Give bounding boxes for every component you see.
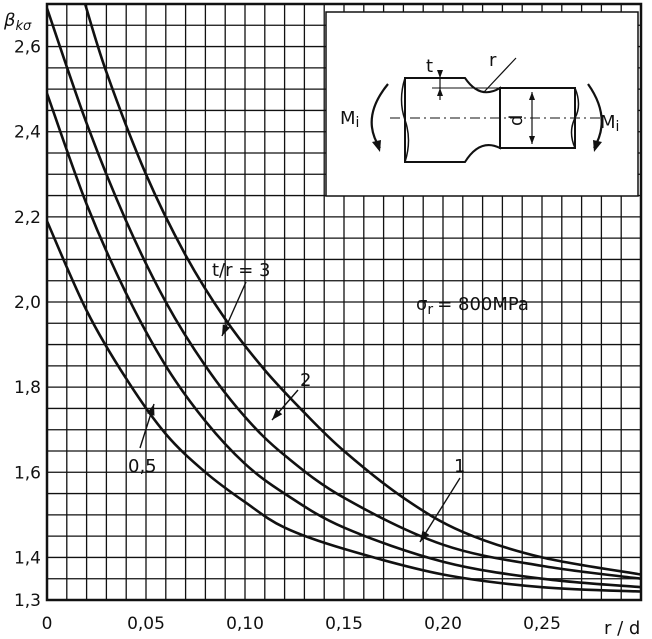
dim-d-arrow-bottom <box>529 136 535 144</box>
inset-background <box>325 11 639 197</box>
series-leader-arrowhead <box>146 404 155 416</box>
y-tick-label: 2,0 <box>14 293 41 313</box>
inset-diagram: t r d Mi Mi <box>325 11 639 197</box>
x-tick-label: 0,05 <box>127 614 165 634</box>
series-labels: t/r = 3 2 1 0,5 <box>128 260 465 543</box>
y-tick-label: 2,6 <box>14 38 41 58</box>
series-label: 1 <box>454 456 465 477</box>
dim-d-arrow-top <box>529 92 535 100</box>
y-tick-label: 1,4 <box>14 548 41 568</box>
series-leader-arrowhead <box>272 409 283 420</box>
moment-right-label: Mi <box>600 112 619 135</box>
y-tick-label: 1,8 <box>14 378 41 398</box>
dim-d-label: d <box>506 115 527 126</box>
moment-left-arrowhead <box>372 140 381 152</box>
series-curve-3 <box>83 4 641 576</box>
series-label: 0,5 <box>128 456 157 477</box>
series-leader <box>419 477 461 543</box>
stress-annotation: σr = 800MPa <box>416 294 529 318</box>
series-curve-2 <box>47 7 641 580</box>
dim-t-arrow-top <box>437 70 443 78</box>
dim-r-label: r <box>489 50 497 71</box>
series-leader-arrowhead <box>420 530 430 542</box>
x-tick-label: 0,15 <box>325 614 363 634</box>
curves <box>47 4 641 593</box>
x-tick-label: 0,20 <box>424 614 462 634</box>
dim-t-label: t <box>426 56 433 77</box>
y-tick-label: 1,6 <box>14 463 41 483</box>
x-tick-label: 0,10 <box>226 614 264 634</box>
moment-left-label: Mi <box>340 108 359 131</box>
y-axis-label: βkσ <box>3 10 32 34</box>
series-label: t/r = 3 <box>212 260 271 281</box>
x-axis-label: r / d <box>604 618 640 639</box>
grid <box>47 4 641 600</box>
dim-t-arrow-bottom <box>437 88 443 96</box>
series-leader-arrowhead <box>222 324 231 336</box>
dim-r-leader <box>483 57 517 93</box>
series-curve-0 <box>47 220 641 593</box>
moment-right-arrowhead <box>593 140 602 152</box>
series-curve-1 <box>47 92 641 589</box>
x-tick-label: 0 <box>42 614 53 634</box>
plot-frame <box>45 2 643 602</box>
y-tick-label: 1,3 <box>14 591 41 611</box>
x-tick-label: 0,25 <box>523 614 561 634</box>
y-tick-label: 2,4 <box>14 123 41 143</box>
series-label: 2 <box>300 370 311 391</box>
x-tick-labels: 0 0,05 0,10 0,15 0,20 0,25 <box>42 614 561 634</box>
shaft-break-left <box>400 77 410 163</box>
y-tick-label: 2,2 <box>14 208 41 228</box>
y-tick-labels: 1,3 1,4 1,6 1,8 2,0 2,2 2,4 2,6 <box>14 38 41 611</box>
